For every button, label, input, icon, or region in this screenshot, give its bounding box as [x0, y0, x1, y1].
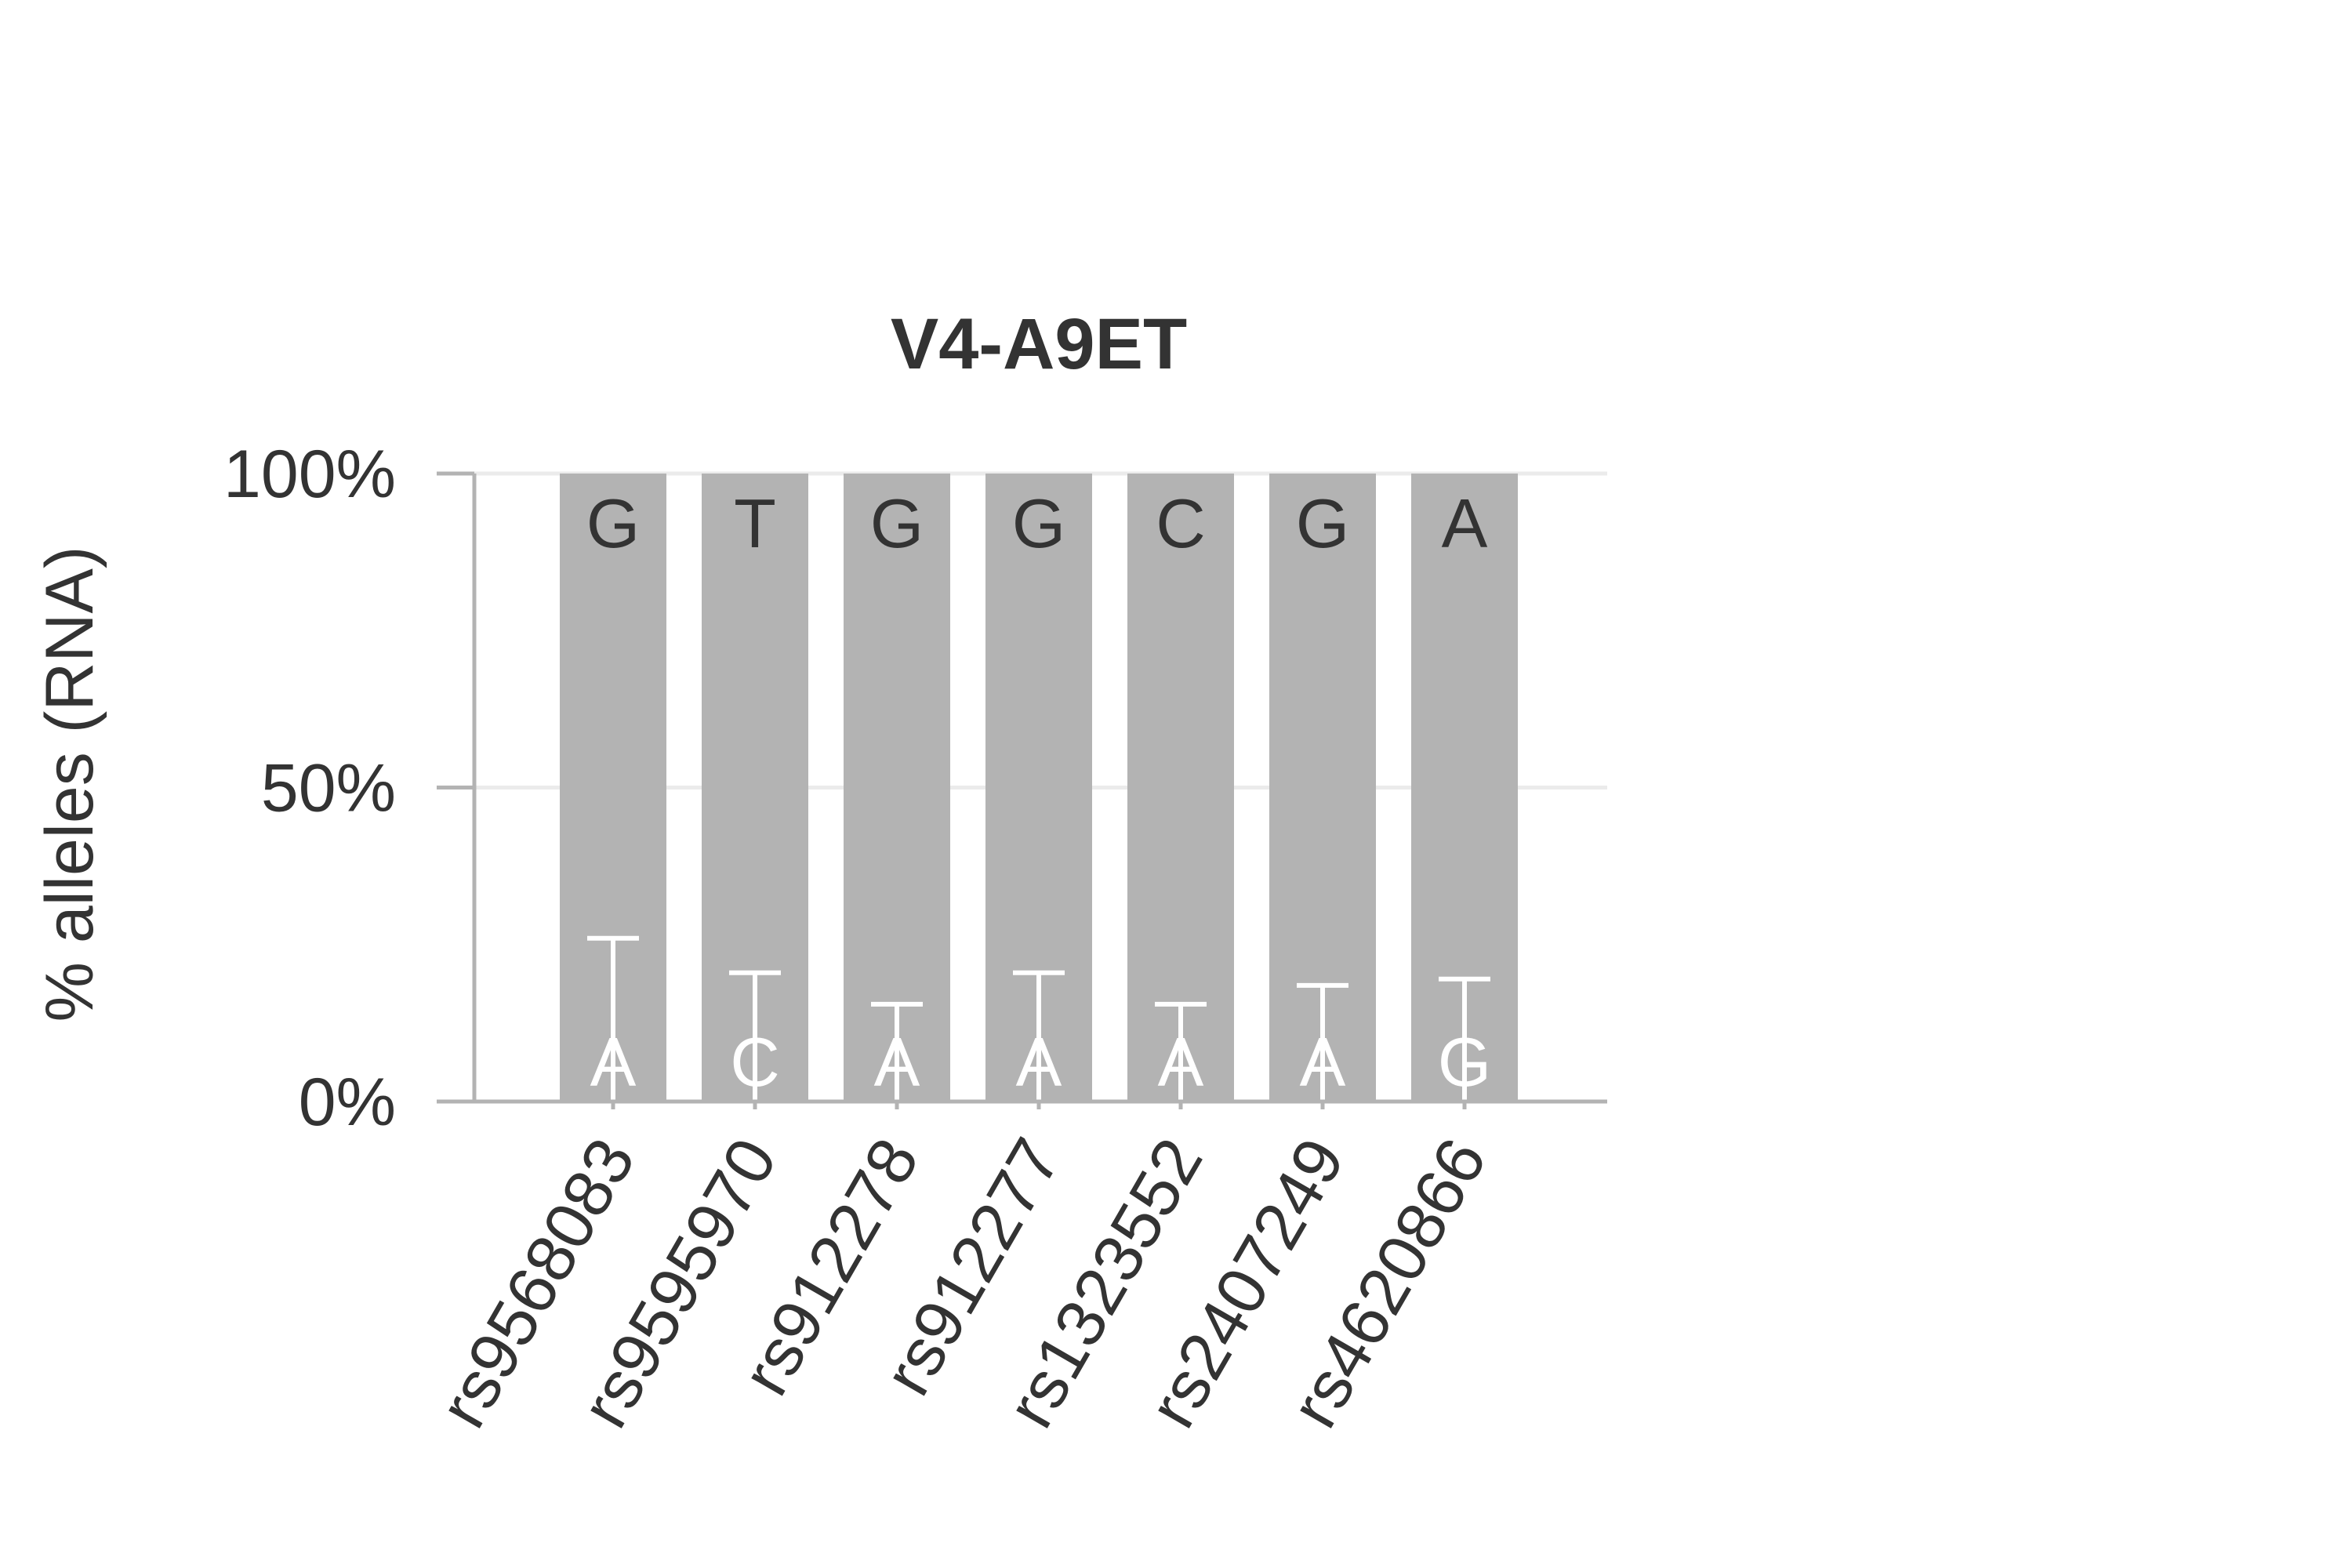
minor-allele-label: A: [590, 1023, 637, 1101]
major-allele-label: G: [870, 485, 924, 562]
major-allele-label: G: [1296, 485, 1349, 562]
minor-allele-label: A: [1300, 1023, 1346, 1101]
minor-allele-label: A: [1158, 1023, 1204, 1101]
minor-allele-label: C: [730, 1023, 780, 1101]
minor-allele-label: A: [874, 1023, 920, 1101]
error-bar-layer: [587, 935, 1490, 1102]
minor-allele-label: G: [1438, 1023, 1491, 1101]
axis-layer: [437, 471, 1607, 1109]
y-tick-label: 100%: [223, 437, 396, 512]
y-axis-label: % alleles (RNA): [32, 546, 107, 1022]
major-allele-label: G: [586, 485, 640, 562]
major-allele-label: A: [1442, 485, 1488, 562]
major-allele-label: C: [1156, 485, 1206, 562]
minor-allele-label: A: [1016, 1023, 1062, 1101]
major-allele-label: T: [734, 485, 776, 562]
bar: [844, 474, 950, 1102]
chart-title: V4-A9ET: [891, 304, 1187, 384]
major-allele-label: G: [1012, 485, 1065, 562]
y-tick-label: 0%: [299, 1065, 396, 1140]
y-tick-label: 50%: [261, 751, 396, 826]
bar: [1127, 474, 1234, 1102]
allele-label-layer: G A T C G A G A C A G A A G: [586, 485, 1491, 1101]
